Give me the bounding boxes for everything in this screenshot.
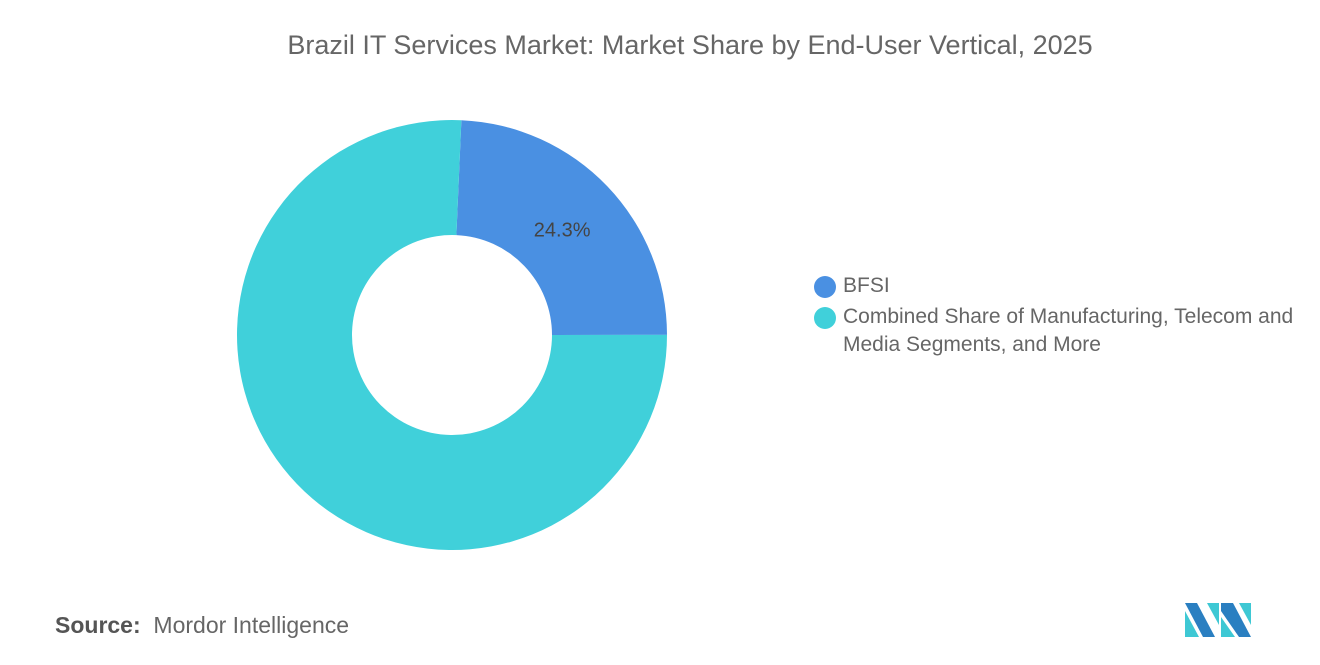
legend-swatch [814, 307, 836, 329]
source-label: Source: [55, 612, 141, 638]
donut-slice-0 [456, 120, 667, 335]
legend-label: Combined Share of Manufacturing, Telecom… [843, 305, 1294, 356]
mordor-logo [1185, 603, 1251, 637]
chart-title: Brazil IT Services Market: Market Share … [287, 30, 1093, 60]
legend-item-combined: Combined Share of Manufacturing, Telecom… [814, 303, 1313, 359]
legend-swatch [814, 276, 836, 298]
legend-label: BFSI [843, 274, 890, 297]
data-label: 24.3% [534, 220, 591, 242]
source-note: Source: Mordor Intelligence [55, 612, 349, 639]
source-value: Mordor Intelligence [153, 612, 350, 638]
legend-item-bfsi: BFSI [814, 272, 1313, 300]
donut-slice-1 [237, 119, 668, 551]
